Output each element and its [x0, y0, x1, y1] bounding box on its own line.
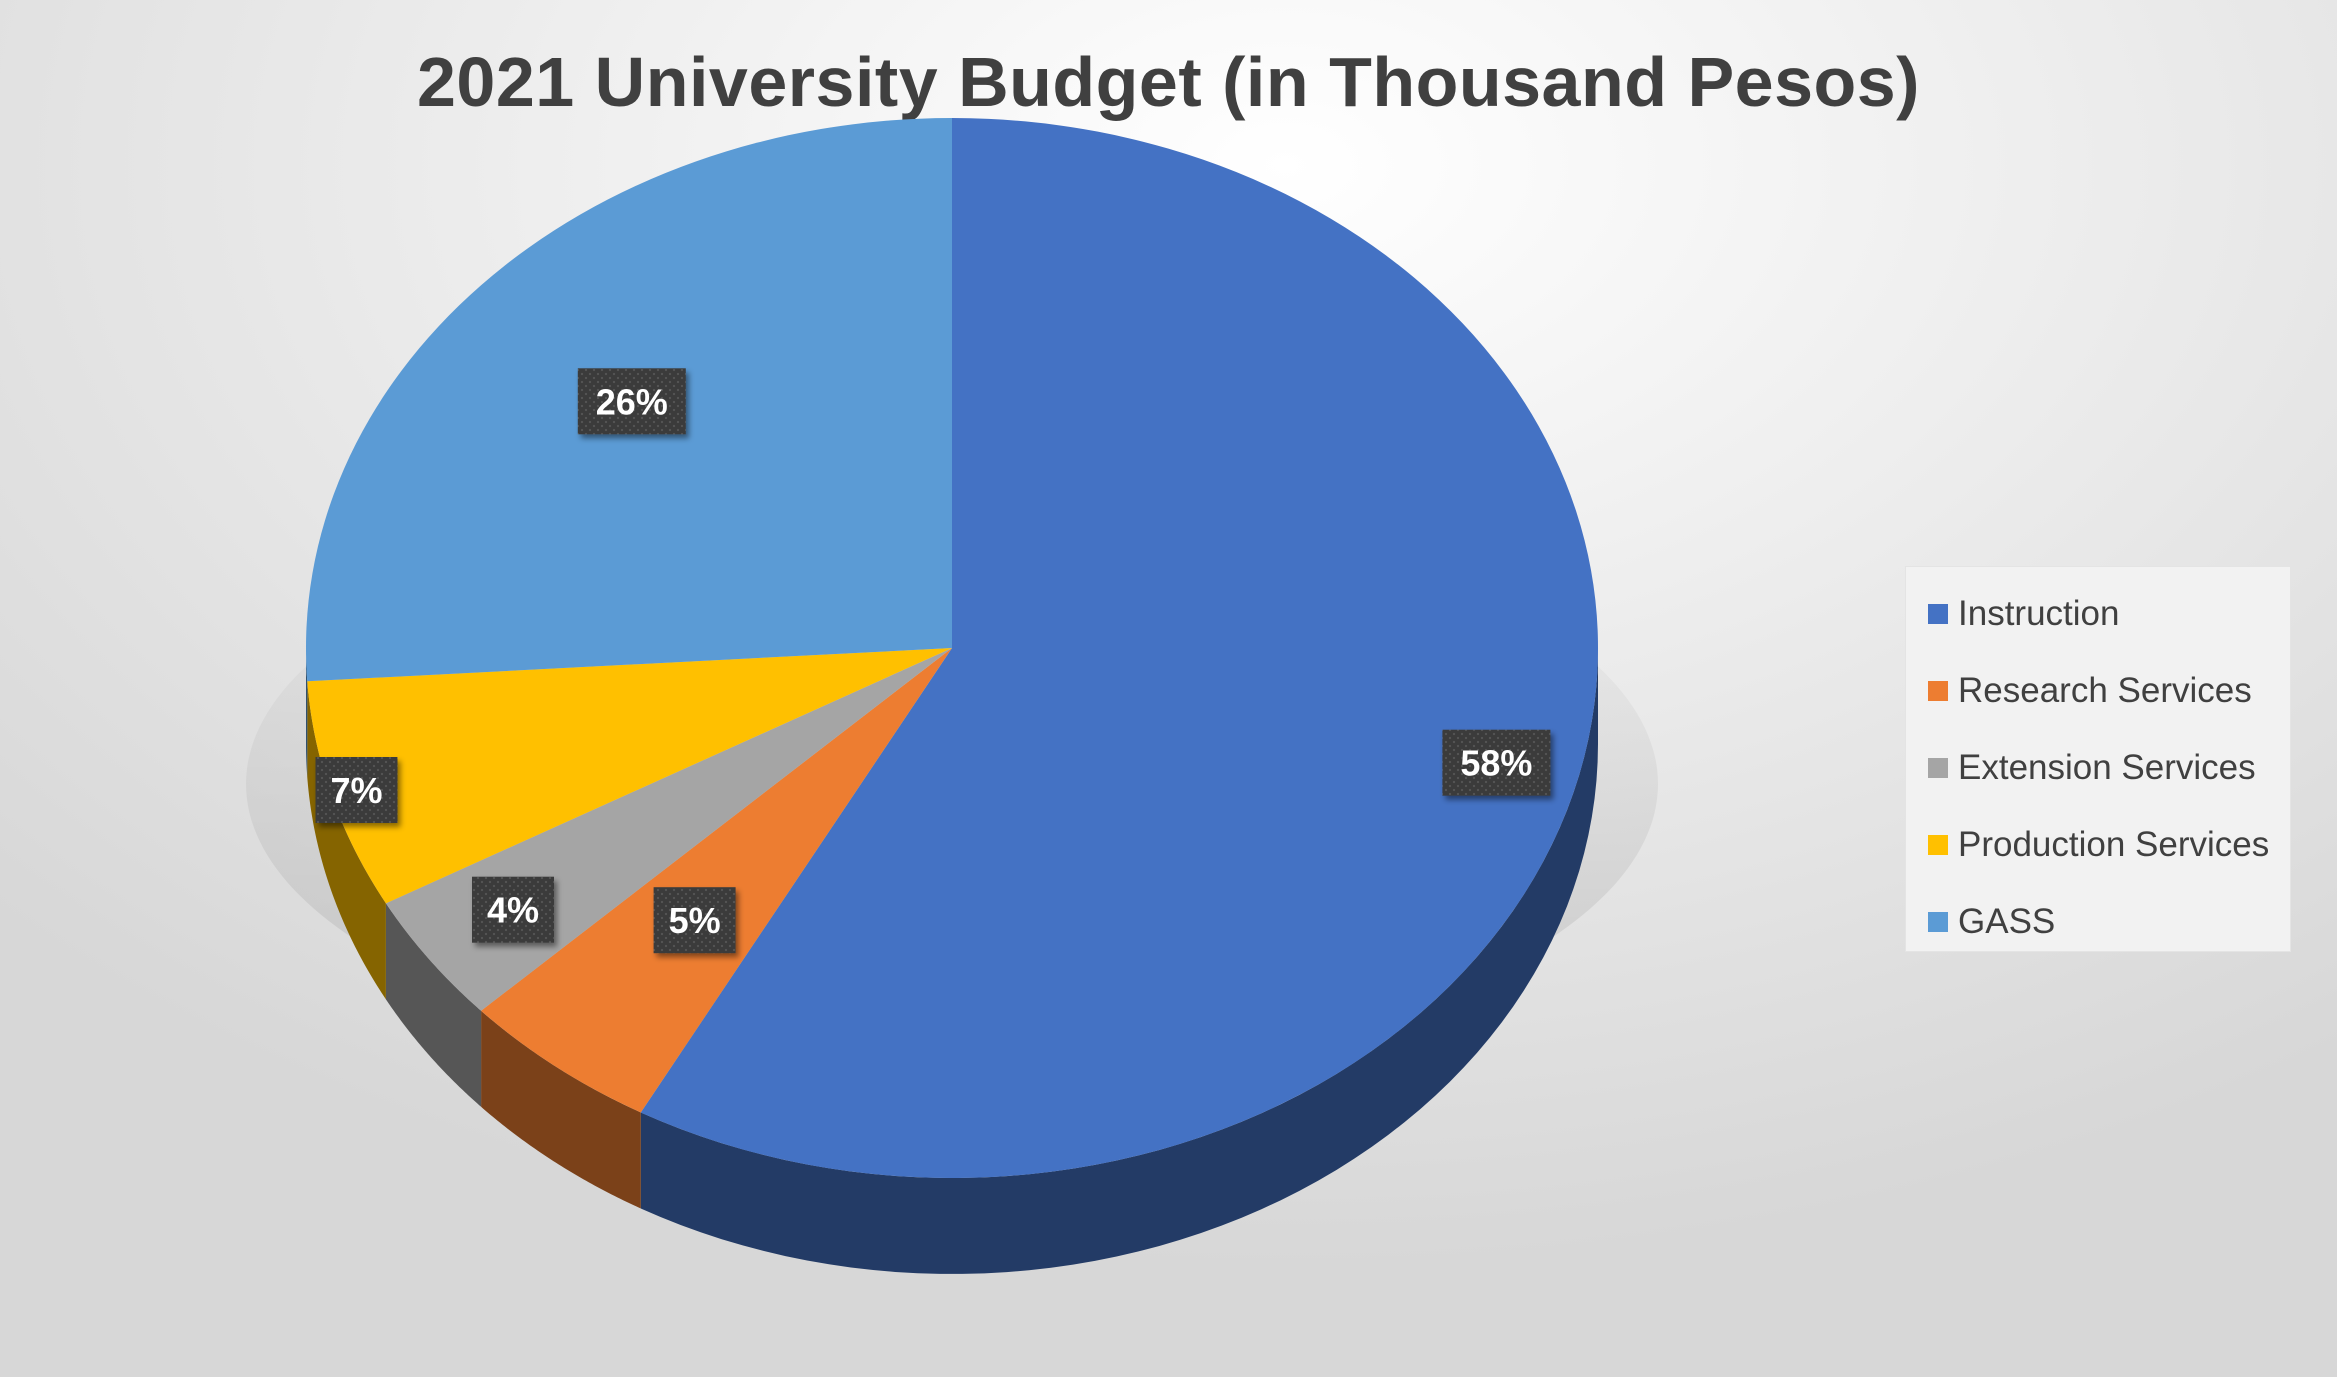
- legend-swatch-instruction: [1928, 604, 1948, 624]
- legend-item-gass: GASS: [1928, 897, 2055, 947]
- svg-text:58%: 58%: [1460, 743, 1532, 784]
- data-label-instruction: 58%: [1442, 729, 1551, 796]
- legend-swatch-production-services: [1928, 835, 1948, 855]
- legend-label-instruction: Instruction: [1958, 594, 2120, 633]
- legend-item-extension-services: Extension Services: [1928, 743, 2256, 793]
- svg-text:4%: 4%: [487, 890, 539, 931]
- legend-label-production-services: Production Services: [1958, 825, 2270, 864]
- pie-side-research-services: [481, 1010, 641, 1209]
- legend-item-instruction: Instruction: [1928, 589, 2119, 639]
- legend-swatch-gass: [1928, 912, 1948, 932]
- legend-swatch-extension-services: [1928, 758, 1948, 778]
- svg-text:26%: 26%: [596, 381, 668, 422]
- data-label-production-services: 7%: [315, 757, 398, 823]
- data-label-extension-services: 4%: [472, 876, 554, 943]
- pie-slice-research-services: [481, 648, 952, 1113]
- legend-label-gass: GASS: [1958, 902, 2056, 941]
- svg-text:5%: 5%: [669, 900, 721, 941]
- pie-slice-instruction: [640, 118, 1599, 1179]
- pie-side-instruction: [640, 648, 1598, 1274]
- data-label-gass: 26%: [577, 368, 686, 435]
- pie-side-gass: [306, 648, 308, 778]
- chart-title: 2021 University Budget (in Thousand Peso…: [417, 43, 1920, 121]
- legend-item-research-services: Research Services: [1928, 666, 2252, 716]
- svg-text:7%: 7%: [330, 770, 382, 811]
- data-label-research-services: 5%: [653, 887, 736, 954]
- legend-label-research-services: Research Services: [1958, 671, 2252, 710]
- pie-side-extension-services: [385, 903, 482, 1107]
- pie-side-production-services: [307, 681, 386, 1000]
- legend-label-extension-services: Extension Services: [1958, 748, 2256, 787]
- pie-slice-production-services: [307, 648, 952, 904]
- legend-swatch-research-services: [1928, 681, 1948, 701]
- legend: Instruction Research Services Extension …: [1905, 566, 2291, 952]
- legend-item-production-services: Production Services: [1928, 820, 2269, 870]
